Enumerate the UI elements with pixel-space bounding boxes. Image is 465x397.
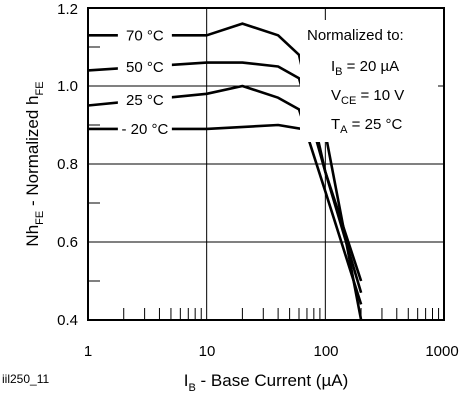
note-line-ib: IB = 20 µA (331, 58, 399, 78)
x-axis-label: IB - Base Current (µA) (184, 371, 349, 394)
series-labels: 70 °C 50 °C 25 °C - 20 °C (117, 25, 172, 138)
y-tick-label-0.4: 0.4 (57, 312, 78, 329)
y-tick-label-1.2: 1.2 (57, 1, 78, 18)
y-tick-labels: 0.4 0.6 0.8 1.0 1.2 (57, 1, 78, 329)
note-heading: Normalized to: (307, 27, 404, 44)
series-label-bg-3 (117, 118, 172, 138)
plot-frame (87, 7, 445, 321)
y-tick-label-1.0: 1.0 (57, 78, 78, 95)
x-tick-labels: 1 10 100 1000 (84, 343, 459, 360)
normalization-note: Normalized to: IB = 20 µA VCE = 10 V TA … (300, 20, 438, 142)
series-label-3: - 20 °C (121, 121, 168, 138)
y-tick-label-0.8: 0.8 (57, 156, 78, 173)
x-tick-label-10: 10 (199, 343, 216, 360)
x-tick-label-100: 100 (313, 343, 338, 360)
series-label-bg-2 (117, 90, 172, 110)
series-label-bg-0 (117, 25, 172, 45)
y-axis-label: NhFE - Normalized hFE (23, 81, 46, 246)
series-label-bg-1 (117, 56, 172, 76)
series-label-2: 25 °C (126, 92, 164, 109)
figure-id: iil250_11 (2, 372, 49, 386)
x-tick-label-1: 1 (84, 343, 92, 360)
series-label-0: 70 °C (126, 27, 164, 44)
minor-ticks (88, 46, 440, 320)
series-label-1: 50 °C (126, 59, 164, 76)
note-line-ta: TA = 25 °C (331, 116, 402, 136)
note-background (300, 20, 438, 142)
series-line-2 (87, 84, 363, 305)
y-tick-label-0.6: 0.6 (57, 234, 78, 251)
note-line-vce: VCE = 10 V (331, 87, 404, 107)
series-line-1 (87, 61, 363, 294)
x-tick-label-1000: 1000 (425, 343, 458, 360)
